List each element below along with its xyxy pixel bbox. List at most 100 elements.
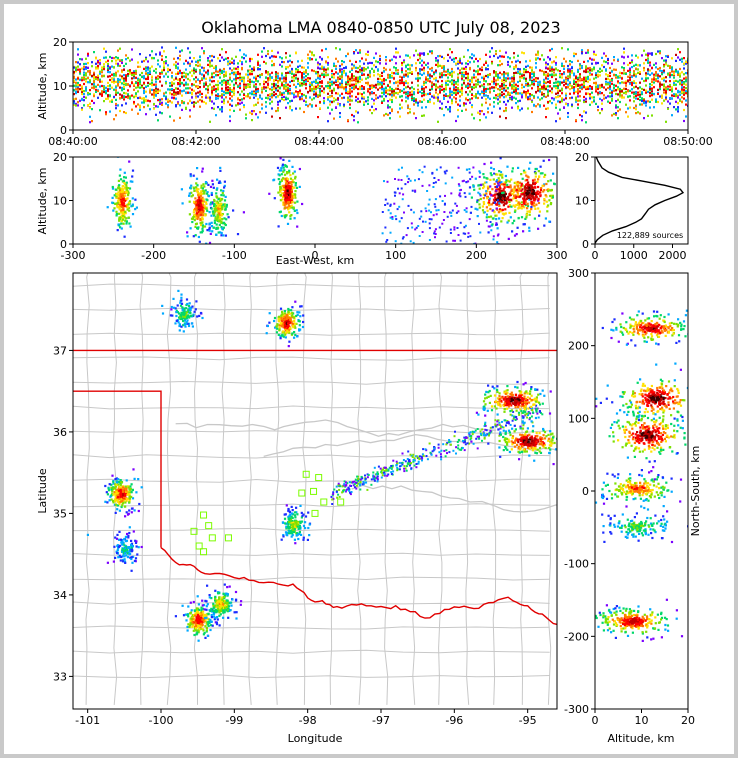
source-pixel [227, 62, 229, 65]
source-pixel [97, 59, 99, 62]
source-pixel [185, 59, 187, 62]
source-pixel [579, 64, 581, 67]
source-pixel [200, 184, 203, 187]
source-pixel [319, 93, 321, 96]
source-pixel [557, 86, 559, 89]
source-pixel [453, 92, 455, 95]
source-pixel [295, 77, 297, 80]
source-pixel [295, 85, 297, 88]
source-pixel [97, 96, 99, 99]
source-pixel [565, 94, 567, 97]
source-pixel [649, 83, 651, 86]
source-pixel [485, 60, 487, 63]
source-pixel [219, 81, 221, 85]
source-pixel [199, 93, 201, 96]
source-pixel [155, 83, 157, 87]
source-pixel [114, 188, 117, 191]
source-pixel [529, 66, 531, 69]
source-pixel [299, 107, 301, 110]
source-pixel [665, 63, 667, 66]
source-pixel [99, 109, 101, 112]
source-pixel [473, 117, 475, 120]
source-pixel [123, 68, 125, 71]
source-pixel [369, 72, 371, 75]
source-pixel [397, 111, 399, 114]
source-pixel [233, 73, 235, 76]
source-pixel [589, 103, 591, 106]
source-pixel [497, 98, 499, 101]
source-pixel [555, 87, 557, 90]
source-pixel [541, 93, 543, 96]
source-pixel [597, 75, 599, 78]
source-pixel [217, 83, 219, 86]
source-pixel [220, 202, 223, 205]
source-pixel [215, 87, 217, 91]
source-pixel [123, 79, 125, 82]
source-pixel [419, 72, 421, 75]
source-pixel [461, 74, 463, 78]
source-pixel [101, 84, 103, 88]
source-pixel [513, 67, 515, 70]
source-pixel [301, 78, 303, 82]
source-pixel [208, 211, 211, 214]
source-pixel [89, 79, 91, 82]
source-pixel [469, 83, 471, 86]
source-pixel [413, 99, 415, 103]
source-pixel [301, 59, 303, 62]
source-pixel [191, 93, 193, 96]
source-pixel [197, 95, 199, 98]
source-pixel [413, 97, 415, 100]
source-pixel [305, 103, 307, 106]
source-pixel [295, 107, 297, 110]
source-pixel [507, 91, 509, 94]
source-pixel [117, 104, 119, 107]
source-pixel [663, 63, 665, 66]
source-pixel [535, 78, 537, 81]
source-pixel [271, 76, 273, 79]
source-pixel [625, 72, 627, 75]
source-pixel [220, 226, 223, 229]
source-pixel [169, 115, 171, 118]
source-pixel [495, 74, 497, 77]
source-pixel [521, 73, 523, 76]
source-pixel [205, 77, 207, 80]
source-pixel [449, 73, 451, 76]
source-pixel [275, 77, 277, 80]
source-pixel [125, 198, 128, 201]
source-pixel [202, 208, 205, 211]
source-pixel [503, 109, 505, 113]
source-pixel [391, 71, 393, 74]
source-pixel [223, 90, 225, 93]
source-pixel [573, 72, 575, 75]
source-pixel [97, 67, 99, 70]
source-pixel [259, 96, 261, 99]
source-pixel [609, 74, 611, 77]
source-pixel [199, 105, 201, 108]
source-pixel [583, 77, 585, 80]
source-pixel [629, 71, 631, 74]
source-pixel [179, 58, 181, 61]
source-pixel [445, 94, 447, 97]
ew-storm-cell [106, 157, 138, 244]
source-pixel [213, 214, 216, 217]
source-pixel [311, 105, 313, 108]
source-pixel [149, 88, 151, 91]
source-pixel [487, 107, 489, 110]
source-pixel [118, 212, 121, 215]
source-pixel [465, 85, 467, 88]
source-pixel [99, 72, 101, 75]
source-pixel [611, 95, 613, 98]
source-pixel [555, 96, 557, 99]
source-pixel [229, 78, 231, 81]
source-pixel [521, 76, 523, 79]
source-pixel [521, 93, 523, 96]
source-pixel [309, 81, 311, 85]
source-pixel [581, 78, 583, 81]
source-pixel [561, 87, 563, 90]
source-pixel [199, 219, 202, 222]
source-pixel [247, 76, 249, 79]
source-pixel [269, 98, 271, 101]
source-pixel [147, 71, 149, 74]
source-pixel [279, 99, 281, 102]
